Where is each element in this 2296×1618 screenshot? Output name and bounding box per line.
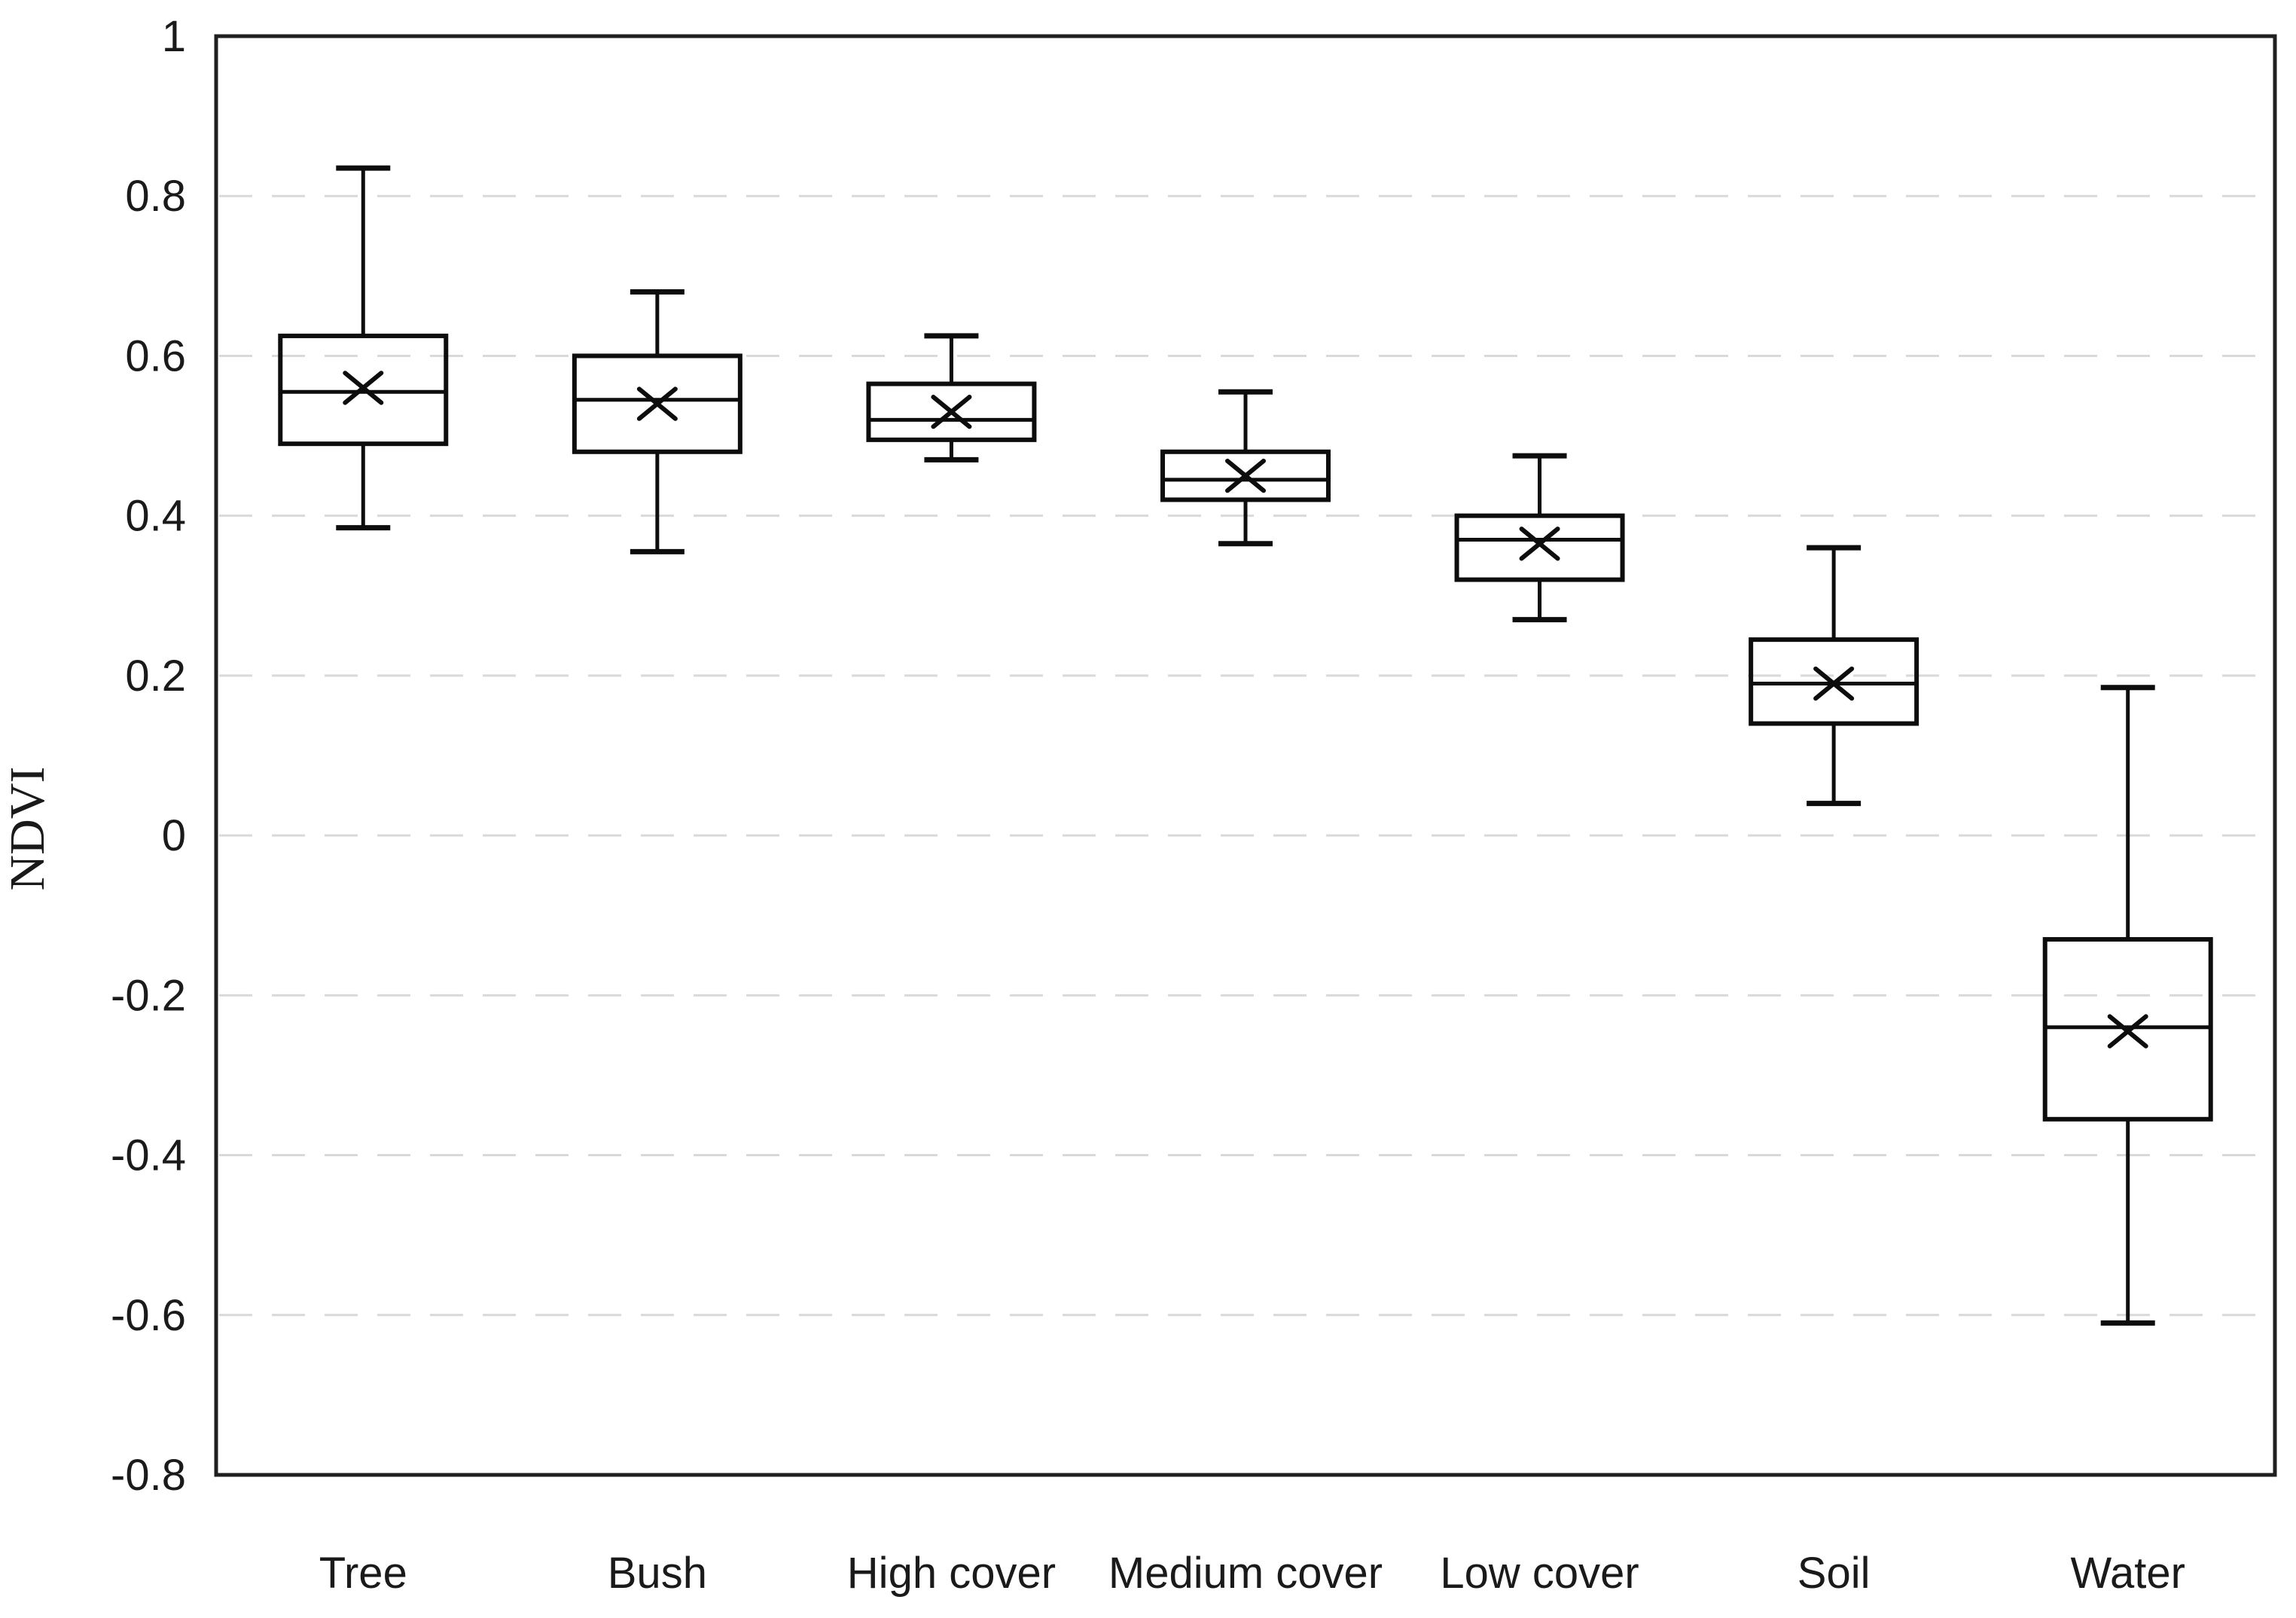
- boxplot-high-cover: [866, 333, 1037, 463]
- boxplot-bush: [572, 289, 742, 554]
- boxplot-series-group: [278, 165, 2213, 1326]
- xcat-label-medium-cover: Medium cover: [1108, 1549, 1383, 1598]
- xcat-label-bush: Bush: [608, 1549, 707, 1598]
- mean-marker-medium-cover: [1225, 458, 1266, 493]
- ytick-label--0.2: -0.2: [111, 971, 186, 1020]
- mean-marker-water: [2107, 1014, 2148, 1049]
- ytick-label-0.4: 0.4: [125, 492, 186, 541]
- ytick-label-0.2: 0.2: [125, 652, 186, 701]
- xcat-label-soil: Soil: [1797, 1549, 1871, 1598]
- plot-frame: [214, 34, 2277, 1477]
- y-axis-title: NDVI: [0, 767, 55, 891]
- ytick-label-1: 1: [162, 12, 186, 61]
- y-axis-tick-labels: 1 0.8 0.6 0.4 0.2 0 -0.2 -0.4 -0.6 -0.8: [111, 12, 186, 1500]
- ytick-label-0.6: 0.6: [125, 331, 186, 380]
- boxplot-tree: [278, 165, 449, 531]
- mean-marker-low-cover: [1519, 527, 1560, 561]
- iqr-box-bush: [572, 353, 742, 454]
- xcat-label-low-cover: Low cover: [1440, 1549, 1639, 1598]
- ytick-label--0.8: -0.8: [111, 1451, 186, 1500]
- iqr-box-soil: [1749, 637, 1919, 726]
- boxplot-water: [2042, 685, 2213, 1326]
- ytick-label-0: 0: [162, 811, 186, 860]
- iqr-box-low-cover: [1454, 513, 1625, 582]
- ytick-label-0.8: 0.8: [125, 172, 186, 221]
- ytick-label--0.4: -0.4: [111, 1131, 186, 1180]
- boxplot-soil: [1749, 545, 1919, 807]
- boxplot-low-cover: [1454, 453, 1625, 623]
- mean-marker-bush: [636, 386, 678, 421]
- mean-marker-tree: [343, 371, 384, 405]
- iqr-box-water: [2042, 937, 2213, 1122]
- xcat-label-tree: Tree: [319, 1549, 407, 1598]
- xcat-label-high-cover: High cover: [847, 1549, 1056, 1598]
- ytick-label--0.6: -0.6: [111, 1291, 186, 1340]
- mean-marker-soil: [1813, 666, 1855, 701]
- mean-marker-high-cover: [931, 395, 972, 429]
- iqr-box-medium-cover: [1160, 449, 1331, 502]
- iqr-box-tree: [278, 333, 449, 447]
- gridlines-group: [219, 194, 2272, 1317]
- iqr-box-high-cover: [866, 381, 1037, 442]
- xcat-label-water: Water: [2070, 1549, 2185, 1598]
- boxplot-medium-cover: [1160, 389, 1331, 547]
- x-axis-category-labels: Tree Bush High cover Medium cover Low cover S…: [319, 1549, 2185, 1598]
